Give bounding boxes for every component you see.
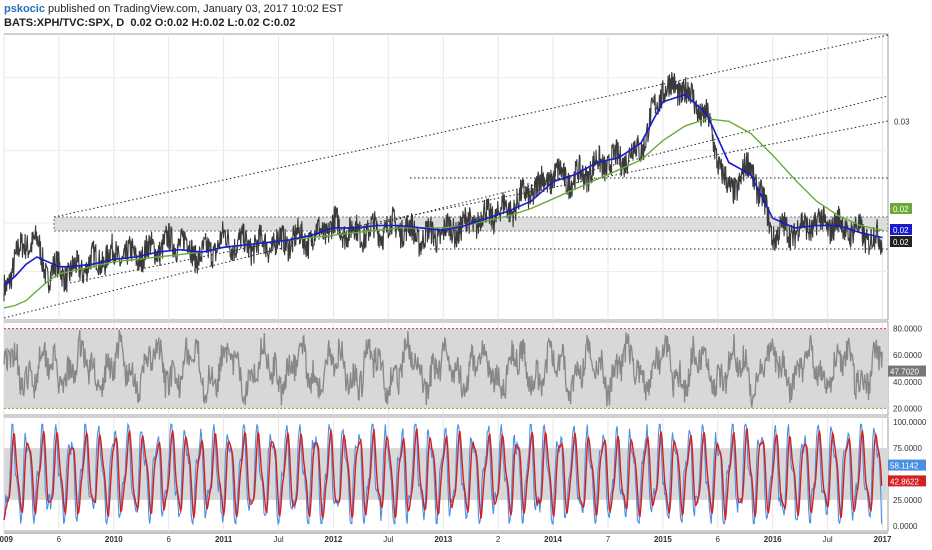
- rsi-axis-label: 80.0000: [893, 325, 922, 334]
- x-tick-label: 6: [166, 535, 171, 544]
- price-series-line: [3, 72, 883, 302]
- symbol-label: BATS:XPH/TVC:SPX, D: [4, 17, 125, 29]
- ohlc-values: 0.02 O:0.02 H:0.02 L:0.02 C:0.02: [130, 17, 296, 29]
- price-tag: [890, 224, 912, 235]
- x-tick-label: Jul: [822, 535, 832, 544]
- slow-ma-line: [3, 118, 883, 309]
- price-tag-label: 0.02: [893, 226, 909, 235]
- x-tick-label: 6: [716, 535, 721, 544]
- rsi-axis-label: 40.0000: [893, 378, 922, 387]
- price-tag-label: 0.02: [893, 205, 909, 214]
- stochastic-d-label: 42.8622: [890, 477, 919, 486]
- rsi-value-label: 47.7020: [890, 368, 919, 377]
- fast-ma-line: [3, 93, 883, 287]
- price-tag: [890, 236, 912, 247]
- stochastic-k-tag: [888, 459, 926, 471]
- x-tick-label: 2: [496, 535, 501, 544]
- rsi-axis-label: 20.0000: [893, 404, 922, 413]
- stochastic-axis-label: 0.0000: [893, 522, 918, 531]
- stochastic-k-label: 58.1142: [890, 462, 919, 471]
- x-tick-label: 2012: [325, 535, 343, 544]
- chart-header: pskocic published on TradingView.com, Ja…: [4, 2, 343, 30]
- x-tick-label: 2016: [764, 535, 782, 544]
- price-tag: [890, 203, 912, 214]
- x-tick-label: 6: [57, 535, 62, 544]
- x-tick-label: Jul: [273, 535, 283, 544]
- price-axis-label: 0.03: [894, 117, 910, 126]
- stochastic-d-line: [3, 427, 883, 521]
- publish-info: published on TradingView.com, January 03…: [48, 3, 344, 15]
- x-tick-label: Jul: [383, 535, 393, 544]
- price-tag-label: 0.02: [893, 238, 909, 247]
- x-tick-label: 7: [606, 535, 611, 544]
- x-tick-label: 2011: [215, 535, 233, 544]
- x-tick-label: 2014: [544, 535, 562, 544]
- x-tick-label: 2010: [105, 535, 123, 544]
- stochastic-axis-label: 100.0000: [893, 418, 927, 427]
- stochastic-axis-label: 75.0000: [893, 444, 922, 453]
- rsi-value-tag: [888, 365, 926, 377]
- x-tick-label: 2013: [434, 535, 452, 544]
- author-link[interactable]: pskocic: [4, 3, 45, 15]
- header-line-1: pskocic published on TradingView.com, Ja…: [4, 2, 343, 16]
- stochastic-k-line: [3, 422, 883, 526]
- x-tick-label: 2015: [654, 535, 672, 544]
- stochastic-axis-label: 25.0000: [893, 496, 922, 505]
- rsi-line: [3, 329, 883, 408]
- rsi-axis-label: 60.0000: [893, 351, 922, 360]
- rsi-band: [4, 328, 888, 409]
- stochastic-d-tag: [888, 475, 926, 487]
- header-line-2: BATS:XPH/TVC:SPX, D 0.02 O:0.02 H:0.02 L…: [4, 16, 343, 30]
- channel-lower-line: [69, 120, 889, 284]
- x-tick-label: 2017: [874, 535, 892, 544]
